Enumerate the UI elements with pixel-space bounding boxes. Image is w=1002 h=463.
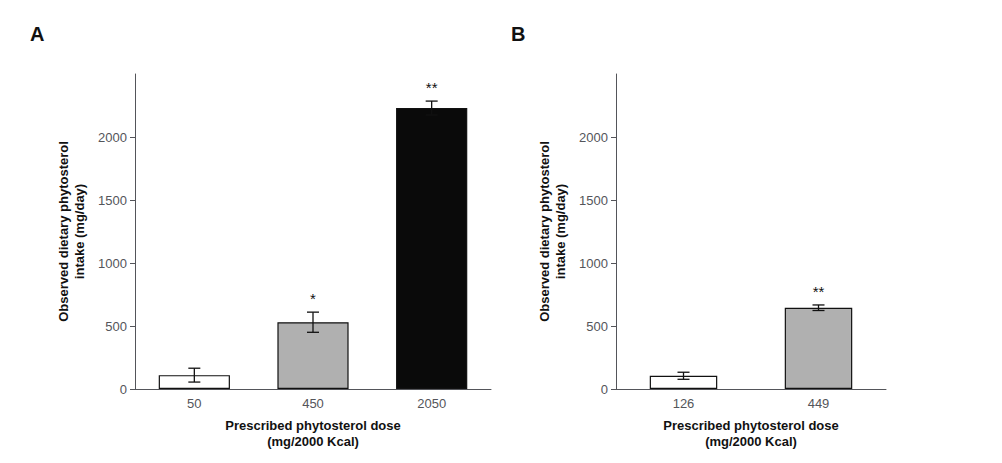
svg-text:126: 126: [673, 396, 695, 411]
svg-text:(mg/2000 Kcal): (mg/2000 Kcal): [705, 434, 797, 449]
svg-text:0: 0: [601, 382, 608, 397]
svg-text:0: 0: [120, 382, 127, 397]
svg-text:449: 449: [808, 396, 830, 411]
svg-text:Prescribed phytosterol dose: Prescribed phytosterol dose: [663, 418, 839, 433]
svg-text:500: 500: [586, 319, 608, 334]
svg-text:1000: 1000: [98, 256, 127, 271]
svg-text:50: 50: [187, 396, 201, 411]
svg-text:1000: 1000: [579, 256, 608, 271]
svg-text:B: B: [511, 23, 525, 45]
svg-text:**: **: [813, 283, 825, 300]
svg-text:intake (mg/day): intake (mg/day): [72, 184, 87, 279]
svg-text:intake (mg/day): intake (mg/day): [553, 184, 568, 279]
svg-text:450: 450: [302, 396, 324, 411]
svg-text:2050: 2050: [417, 396, 446, 411]
svg-text:*: *: [310, 290, 316, 307]
svg-text:1500: 1500: [579, 193, 608, 208]
svg-text:**: **: [426, 79, 438, 96]
svg-text:2000: 2000: [579, 130, 608, 145]
svg-text:A: A: [30, 23, 44, 45]
svg-text:Prescribed phytosterol dose: Prescribed phytosterol dose: [225, 418, 401, 433]
svg-text:1500: 1500: [98, 193, 127, 208]
svg-text:Observed dietary phytosterol: Observed dietary phytosterol: [56, 141, 71, 322]
svg-text:500: 500: [105, 319, 127, 334]
svg-text:(mg/2000 Kcal): (mg/2000 Kcal): [267, 434, 359, 449]
svg-text:Observed dietary phytosterol: Observed dietary phytosterol: [537, 141, 552, 322]
svg-text:2000: 2000: [98, 130, 127, 145]
